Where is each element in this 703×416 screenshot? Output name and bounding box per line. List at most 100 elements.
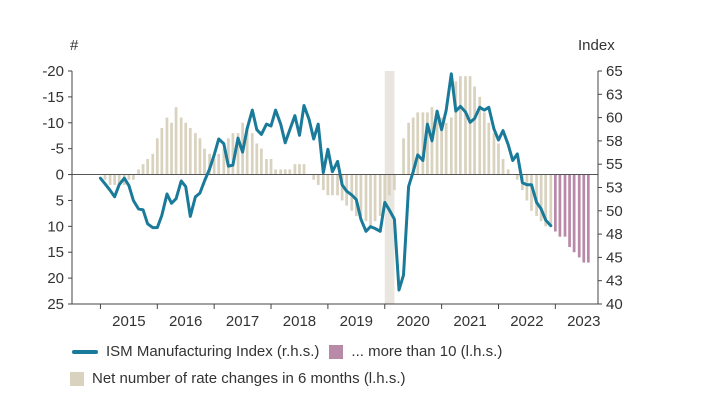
bar	[473, 86, 476, 175]
right-tick-label: 63	[606, 86, 623, 103]
legend-row-2: Net number of rate changes in 6 months (…	[70, 370, 406, 387]
legend-label-rate-changes: Net number of rate changes in 6 months (…	[92, 370, 406, 387]
legend-line-swatch	[72, 349, 98, 354]
right-tick-label: 55	[606, 156, 623, 173]
bar	[188, 127, 192, 175]
bar	[160, 127, 164, 175]
left-tick-label: 25	[47, 296, 64, 313]
x-tick-label: 2021	[453, 313, 486, 330]
bar	[321, 174, 325, 191]
bar	[194, 133, 197, 175]
bar	[326, 174, 330, 196]
x-tick-label: 2016	[169, 313, 202, 330]
bar	[515, 174, 519, 180]
left-tick-label: 5	[56, 192, 64, 209]
bar	[250, 133, 254, 175]
bar	[402, 138, 405, 175]
bar	[421, 112, 425, 175]
right-tick-label: 53	[606, 180, 623, 197]
bar	[572, 174, 576, 253]
bar	[113, 174, 117, 185]
bar	[170, 122, 173, 175]
bar	[416, 112, 420, 175]
bar	[586, 174, 590, 263]
bar	[283, 169, 287, 175]
left-tick-label: 20	[47, 270, 64, 287]
bar	[340, 174, 344, 201]
bar	[464, 76, 467, 175]
bar	[255, 143, 259, 175]
bar	[435, 112, 439, 175]
bar	[407, 122, 411, 175]
bar	[544, 174, 548, 227]
bar	[582, 174, 586, 263]
bar	[373, 174, 377, 222]
bar	[350, 174, 354, 211]
bar	[501, 159, 505, 175]
x-tick-label: 2018	[283, 313, 316, 330]
right-tick-label: 45	[606, 249, 623, 266]
x-tick-label: 2017	[226, 313, 259, 330]
bar	[127, 174, 131, 180]
x-tick-label: 2019	[340, 313, 373, 330]
legend-label-more-than-10: ... more than 10 (l.h.s.)	[351, 343, 503, 360]
bar	[535, 174, 538, 216]
bar	[236, 133, 240, 175]
bar	[302, 164, 306, 175]
bar	[222, 148, 226, 175]
right-tick-label: 65	[606, 63, 623, 80]
bar	[492, 133, 496, 175]
bar	[151, 153, 155, 175]
legend-row-1: ISM Manufacturing Index (r.h.s.) ... mor…	[72, 343, 502, 360]
bar	[449, 117, 453, 175]
bar	[539, 174, 543, 222]
left-tick-label: 15	[47, 244, 64, 261]
right-tick-label: 58	[606, 133, 623, 150]
bar	[530, 174, 533, 211]
right-tick-label: 50	[606, 203, 623, 220]
bar	[108, 174, 112, 185]
bar	[393, 174, 396, 191]
bar	[549, 174, 553, 227]
bar	[487, 122, 491, 175]
bar	[259, 148, 263, 175]
bar	[155, 138, 159, 175]
bar	[359, 174, 363, 216]
bar	[444, 122, 448, 175]
bar	[364, 174, 368, 222]
bar	[288, 169, 292, 175]
bar	[312, 174, 316, 180]
bar	[279, 169, 283, 175]
bar	[265, 159, 268, 175]
bar	[387, 174, 391, 196]
legend-large-bar-swatch	[329, 344, 344, 359]
bar	[198, 138, 202, 175]
legend-bar-swatch	[70, 371, 84, 386]
bar	[231, 133, 235, 175]
bar	[103, 174, 107, 180]
left-axis-unit: #	[70, 37, 79, 54]
bar	[440, 117, 443, 175]
left-tick-label: -10	[42, 115, 64, 132]
bar	[558, 174, 562, 237]
bar	[506, 169, 510, 175]
bar	[203, 148, 206, 175]
bar	[563, 174, 567, 237]
right-tick-label: 60	[606, 110, 623, 127]
bar	[269, 159, 273, 175]
bar	[217, 153, 221, 175]
bar	[525, 174, 529, 201]
x-tick-label: 2023	[567, 313, 600, 330]
bar	[179, 117, 183, 175]
x-tick-label: 2022	[510, 313, 543, 330]
bar	[468, 76, 472, 175]
bar	[316, 174, 320, 185]
bar	[482, 112, 486, 175]
bar	[553, 174, 557, 232]
bar	[378, 174, 382, 216]
bar	[383, 174, 387, 206]
left-tick-label: -20	[42, 63, 64, 80]
bar	[227, 138, 230, 175]
